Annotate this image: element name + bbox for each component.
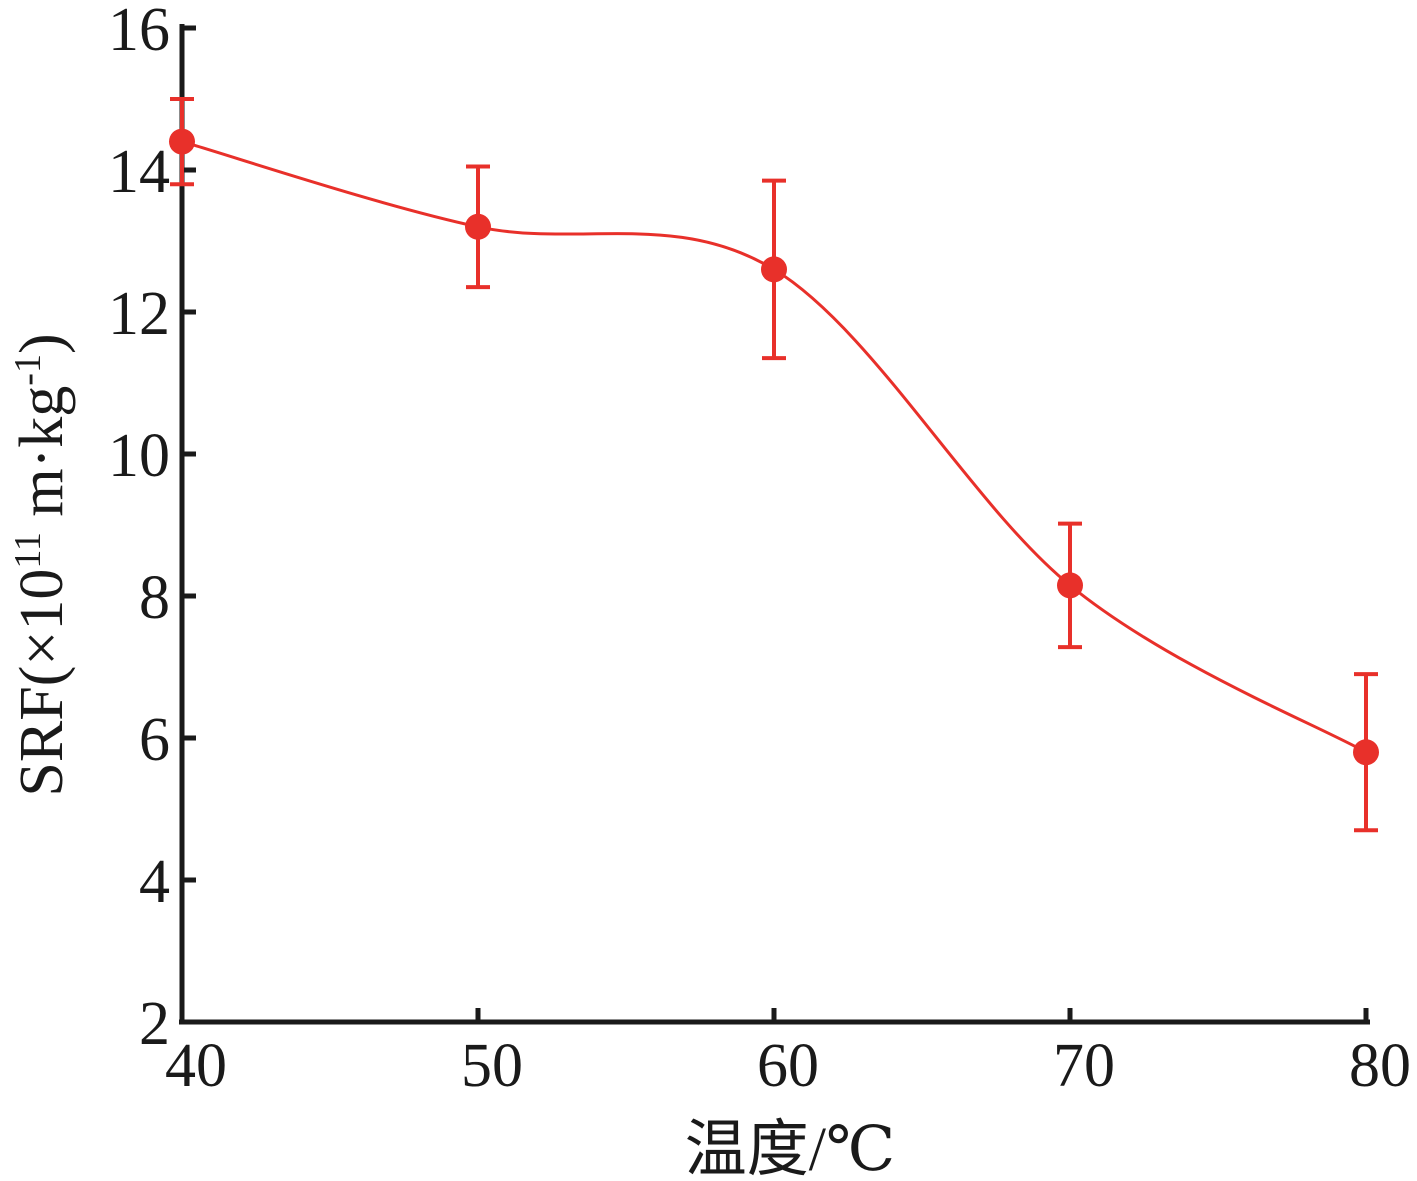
y-tick-label: 10 — [108, 422, 170, 490]
y-tick-label: 12 — [108, 280, 170, 348]
axes — [179, 24, 1370, 1025]
y-axis-title-suffix: ) — [8, 333, 76, 354]
data-point — [465, 213, 491, 240]
y-axis-title-middle: m·kg — [8, 386, 76, 532]
x-tick-label: 50 — [461, 1032, 523, 1100]
y-tick-label: 16 — [108, 0, 170, 64]
data-point — [761, 256, 787, 283]
y-axis-title: SRF(×1011 m·kg-1) — [7, 333, 76, 796]
y-axis-title-prefix: SRF(×10 — [8, 569, 76, 797]
y-tick-label: 14 — [108, 138, 170, 206]
x-tick-label: 40 — [165, 1032, 227, 1100]
data-point — [1353, 739, 1379, 766]
data-point — [1057, 572, 1083, 599]
y-axis-title-sup2: -1 — [7, 354, 49, 386]
data-point — [169, 128, 195, 155]
x-tick-label: 70 — [1053, 1032, 1115, 1100]
y-tick-label: 2 — [139, 990, 170, 1058]
y-tick-label: 6 — [139, 706, 170, 774]
y-axis-title-sup1: 11 — [7, 532, 49, 569]
x-axis-title: 温度/℃ — [685, 1116, 896, 1181]
series-layer — [169, 97, 1379, 833]
x-tick-label: 80 — [1349, 1032, 1411, 1100]
y-tick-label: 8 — [139, 564, 170, 632]
series-line — [181, 140, 1367, 754]
y-tick-label: 4 — [139, 848, 170, 916]
ticks: 2 4 6 8 10 12 14 16 40 50 60 70 80 — [108, 0, 1411, 1100]
x-tick-label: 60 — [757, 1032, 819, 1100]
